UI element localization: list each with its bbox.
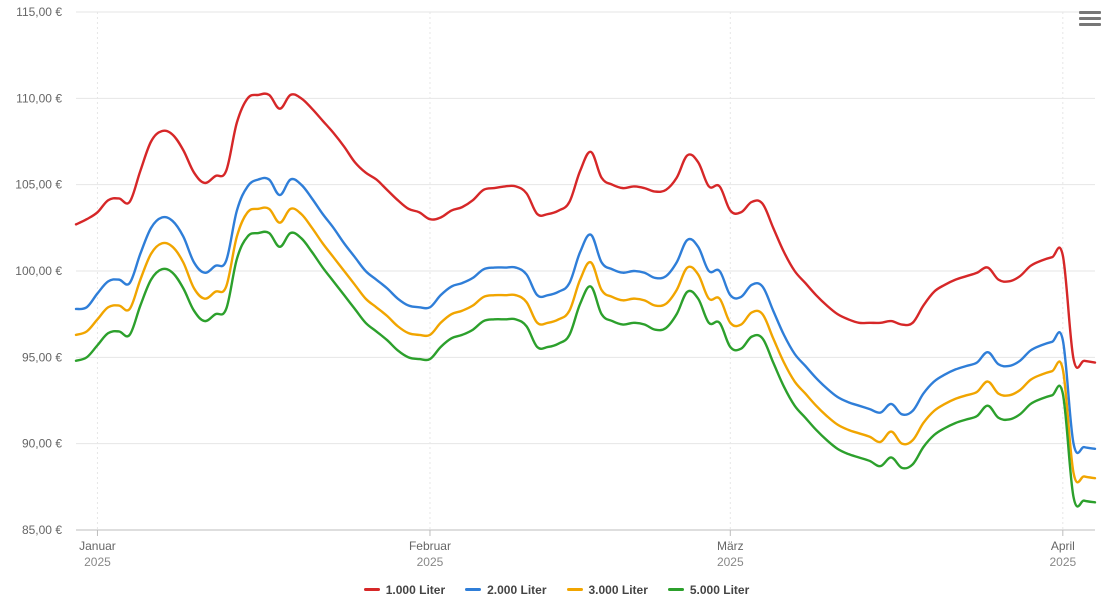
chart-menu-icon[interactable]	[1079, 8, 1101, 28]
svg-text:April: April	[1051, 539, 1075, 553]
svg-text:2025: 2025	[1049, 555, 1076, 569]
svg-text:März: März	[717, 539, 744, 553]
series-line	[76, 178, 1095, 453]
svg-text:Februar: Februar	[409, 539, 451, 553]
legend-swatch	[567, 588, 583, 591]
svg-text:Januar: Januar	[79, 539, 116, 553]
svg-text:2025: 2025	[417, 555, 444, 569]
legend-item[interactable]: 1.000 Liter	[364, 583, 445, 597]
legend-label: 1.000 Liter	[386, 583, 445, 597]
svg-text:2025: 2025	[717, 555, 744, 569]
legend-label: 5.000 Liter	[690, 583, 749, 597]
legend-swatch	[465, 588, 481, 591]
svg-text:100,00 €: 100,00 €	[15, 264, 62, 278]
svg-text:110,00 €: 110,00 €	[16, 91, 62, 105]
legend-item[interactable]: 2.000 Liter	[465, 583, 546, 597]
series-line	[76, 94, 1095, 368]
svg-text:85,00 €: 85,00 €	[22, 523, 62, 537]
legend-swatch	[364, 588, 380, 591]
svg-text:95,00 €: 95,00 €	[22, 350, 62, 364]
svg-text:90,00 €: 90,00 €	[22, 437, 62, 451]
legend-item[interactable]: 5.000 Liter	[668, 583, 749, 597]
svg-text:2025: 2025	[84, 555, 111, 569]
legend-item[interactable]: 3.000 Liter	[567, 583, 648, 597]
svg-text:115,00 €: 115,00 €	[16, 5, 62, 19]
legend-label: 2.000 Liter	[487, 583, 546, 597]
svg-text:105,00 €: 105,00 €	[15, 178, 62, 192]
legend-swatch	[668, 588, 684, 591]
chart-svg: 85,00 € 90,00 € 95,00 € 100,00 € 105,00 € 110…	[0, 0, 1113, 607]
legend: 1.000 Liter 2.000 Liter 3.000 Liter 5.000 L…	[0, 580, 1113, 597]
legend-label: 3.000 Liter	[589, 583, 648, 597]
price-chart: 85,00 € 90,00 € 95,00 € 100,00 € 105,00 € 110…	[0, 0, 1113, 607]
